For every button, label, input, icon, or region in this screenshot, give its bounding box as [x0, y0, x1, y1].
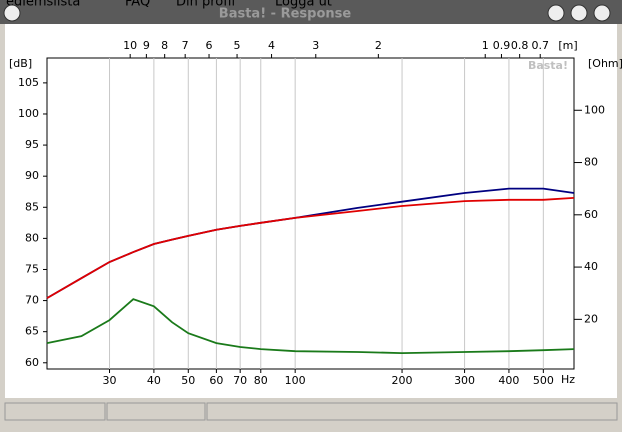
y2-tick-label: 100: [584, 103, 605, 116]
window-title: Basta! - Response: [219, 7, 352, 22]
x-tick-label: 40: [147, 374, 161, 387]
menu-item: ediemslista: [6, 0, 80, 10]
x-tick-label: 50: [181, 374, 195, 387]
x2-tick-label: 9: [143, 39, 150, 52]
x-tick-label: 200: [392, 374, 413, 387]
x2-tick-label: 4: [268, 39, 275, 52]
x-tick-label: 70: [233, 374, 247, 387]
x2-tick-label: 3: [312, 39, 319, 52]
menu-item: Logga ut: [275, 0, 332, 10]
x2-tick-label: 5: [234, 39, 241, 52]
status-panel: [4, 402, 106, 421]
watermark: Basta!: [528, 59, 568, 72]
y2-tick-label: 40: [584, 260, 598, 273]
data-line: [46, 298, 575, 355]
y-tick-label: 60: [25, 356, 39, 369]
minimize-button[interactable]: [547, 4, 565, 22]
y-tick-label: 65: [25, 325, 39, 338]
x-tick-label: 80: [254, 374, 268, 387]
x-tick-label: 400: [498, 374, 519, 387]
menu-item: Din profil: [176, 0, 235, 10]
x-tick-label: 500: [533, 374, 554, 387]
maximize-button[interactable]: [570, 4, 588, 22]
y-tick-label: 95: [25, 138, 39, 151]
status-panel: [206, 402, 618, 421]
x2-unit: [m]: [558, 39, 577, 52]
y-tick-label: 80: [25, 231, 39, 244]
x2-tick-label: 8: [161, 39, 168, 52]
x-tick-label: 300: [454, 374, 475, 387]
y2-tick-label: 80: [584, 156, 598, 169]
x2-tick-label: 1: [482, 39, 489, 52]
window-menu-button[interactable]: [3, 4, 21, 22]
y-tick-label: 90: [25, 169, 39, 182]
y-tick-label: 85: [25, 200, 39, 213]
y-unit: [dB]: [9, 57, 32, 70]
x2-tick-label: 6: [206, 39, 213, 52]
x-tick-label: 60: [209, 374, 223, 387]
y-tick-label: 105: [18, 76, 39, 89]
plot-area: [46, 57, 575, 370]
title-bar: [0, 0, 622, 24]
x2-tick-label: 7: [182, 39, 189, 52]
x2-tick-label: 0.9: [493, 39, 511, 52]
x-tick-label: 100: [285, 374, 306, 387]
y2-tick-label: 60: [584, 208, 598, 221]
x2-tick-label: 2: [375, 39, 382, 52]
y2-unit: [Ohm]: [588, 57, 622, 70]
y2-tick-label: 20: [584, 312, 598, 325]
status-panel: [106, 402, 206, 421]
y-tick-label: 100: [18, 107, 39, 120]
menu-item: FAQ: [125, 0, 150, 10]
data-line: [46, 197, 575, 299]
x2-tick-label: 0.8: [511, 39, 529, 52]
y-tick-label: 75: [25, 262, 39, 275]
x2-tick-label: 10: [123, 39, 137, 52]
x2-tick-label: 0.7: [531, 39, 549, 52]
close-button[interactable]: [593, 4, 611, 22]
x-unit: Hz: [561, 373, 575, 386]
x-tick-label: 30: [103, 374, 117, 387]
y-tick-label: 70: [25, 294, 39, 307]
